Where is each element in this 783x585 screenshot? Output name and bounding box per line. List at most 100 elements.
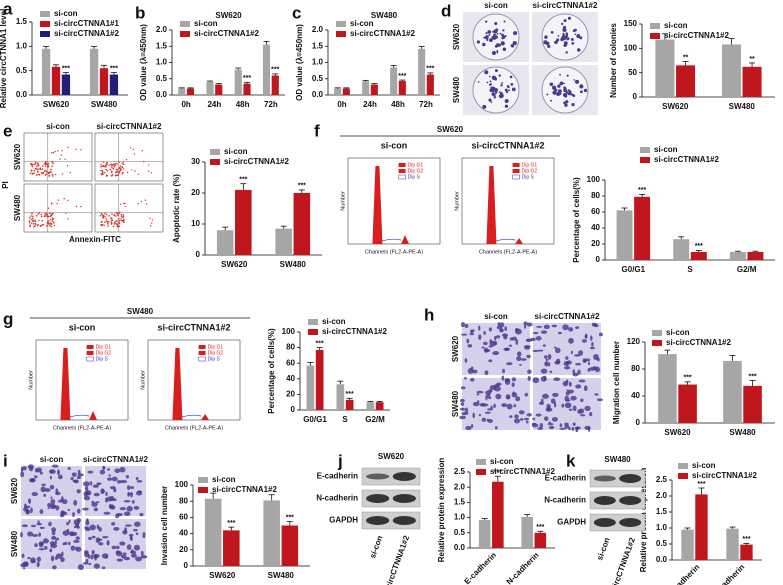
cell (570, 350, 573, 355)
section-title: SW480 (604, 455, 631, 464)
event (34, 167, 37, 170)
y-tick-label: 0.0 (656, 555, 668, 564)
event (38, 168, 40, 170)
bar (398, 81, 406, 95)
event (122, 161, 125, 163)
event (47, 221, 49, 224)
row-label: E-cadherin (545, 474, 586, 483)
event (52, 152, 55, 154)
cell (507, 395, 510, 400)
cell (511, 382, 515, 387)
cell (487, 408, 492, 411)
colony (572, 94, 575, 97)
cell (49, 503, 57, 510)
colony (509, 75, 513, 79)
legend-label: si-con (666, 328, 690, 337)
event (67, 146, 69, 149)
cell (125, 524, 132, 527)
y-axis-label: Relative protein expression (437, 458, 446, 563)
cell (50, 469, 53, 474)
event (32, 220, 34, 223)
cell (593, 324, 599, 328)
event (106, 223, 109, 225)
event (47, 207, 50, 209)
legend-label: Dip S (408, 174, 421, 180)
colony (491, 35, 496, 40)
legend-swatch (652, 330, 662, 336)
cell (481, 417, 487, 422)
event (37, 170, 39, 173)
colony (554, 40, 558, 45)
cell (111, 498, 117, 502)
cell (587, 368, 591, 372)
event (134, 170, 136, 172)
bar (275, 228, 292, 255)
cell (31, 524, 36, 528)
cell (460, 386, 466, 390)
bar (742, 66, 762, 97)
cell (501, 403, 508, 408)
flow-plot (23, 132, 93, 182)
cell (76, 525, 80, 529)
legend-label: si-circCTNNA1#2 (224, 157, 289, 166)
cell (523, 417, 529, 421)
x-tick-label: 24h (207, 100, 221, 109)
event (51, 203, 53, 205)
cell (514, 418, 520, 424)
event (144, 199, 147, 201)
y-tick-label: 60 (286, 358, 295, 367)
cell (460, 333, 468, 336)
cell (504, 378, 511, 382)
colony (580, 90, 583, 94)
cell (51, 531, 56, 536)
event (44, 174, 47, 176)
colony (500, 41, 505, 46)
colony (486, 38, 489, 41)
event (67, 199, 69, 202)
cell (482, 341, 488, 346)
event (141, 150, 143, 152)
cell (62, 530, 70, 536)
bar (366, 402, 375, 410)
event (117, 168, 120, 170)
cell (140, 555, 148, 559)
column-label: si-con (69, 322, 96, 332)
cell (60, 557, 65, 563)
bar (99, 68, 109, 95)
event (102, 173, 104, 176)
cell (142, 531, 146, 538)
cell (73, 539, 80, 544)
bar (740, 544, 753, 560)
colony (559, 81, 564, 86)
g1-peak (60, 348, 71, 420)
cell (133, 521, 141, 527)
significance: *** (742, 536, 750, 543)
event (118, 217, 120, 220)
event (115, 171, 118, 174)
legend-swatch (398, 163, 406, 167)
bar (678, 384, 697, 423)
significance: *** (243, 75, 251, 82)
event (59, 158, 61, 160)
y-tick-label: 2.0 (312, 25, 324, 34)
cell (130, 491, 134, 498)
legend-swatch (180, 21, 190, 27)
bar (263, 500, 280, 566)
event (43, 170, 46, 173)
colony (493, 77, 498, 81)
legend-label: si-circCTNNA1#2 (664, 31, 729, 40)
y-tick-label: 80 (631, 364, 640, 373)
bar (634, 196, 651, 260)
event (29, 224, 31, 226)
event (113, 213, 116, 216)
cell (549, 370, 553, 374)
event (35, 223, 37, 226)
event (123, 221, 125, 223)
colony (565, 91, 569, 94)
cell (34, 543, 38, 548)
colony (484, 70, 489, 75)
event (36, 162, 39, 165)
colony (562, 25, 567, 30)
event (110, 165, 113, 167)
event (100, 212, 103, 215)
